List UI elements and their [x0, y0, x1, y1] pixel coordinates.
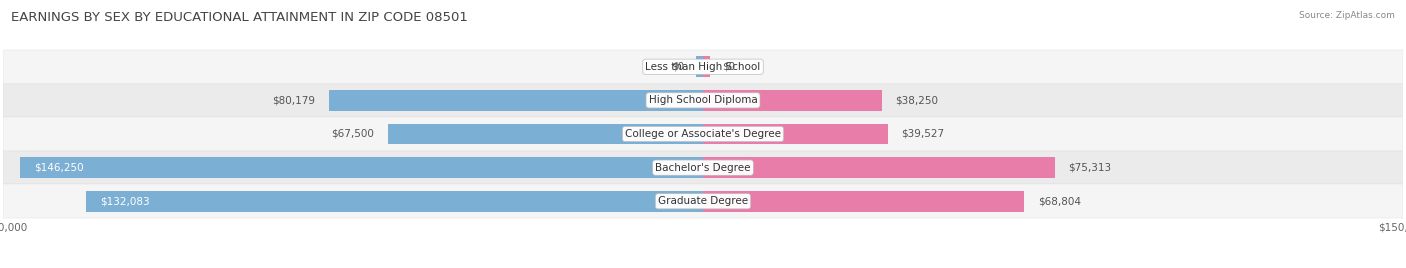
Text: Bachelor's Degree: Bachelor's Degree: [655, 163, 751, 173]
Bar: [388, 124, 703, 144]
Text: $146,250: $146,250: [34, 163, 84, 173]
Text: $132,083: $132,083: [100, 196, 150, 206]
Bar: [86, 191, 703, 212]
Bar: [703, 157, 1054, 178]
Bar: [3, 184, 1403, 218]
Text: $80,179: $80,179: [271, 95, 315, 105]
Bar: [696, 56, 703, 77]
Bar: [3, 84, 1403, 117]
Text: $75,313: $75,313: [1069, 163, 1112, 173]
Text: $39,527: $39,527: [901, 129, 945, 139]
Bar: [3, 117, 1403, 151]
Text: $0: $0: [721, 62, 735, 72]
Text: Source: ZipAtlas.com: Source: ZipAtlas.com: [1299, 11, 1395, 20]
Text: Graduate Degree: Graduate Degree: [658, 196, 748, 206]
Text: Less than High School: Less than High School: [645, 62, 761, 72]
Text: $38,250: $38,250: [896, 95, 939, 105]
Bar: [703, 124, 887, 144]
Bar: [703, 90, 882, 111]
Text: EARNINGS BY SEX BY EDUCATIONAL ATTAINMENT IN ZIP CODE 08501: EARNINGS BY SEX BY EDUCATIONAL ATTAINMEN…: [11, 11, 468, 24]
Bar: [703, 191, 1024, 212]
Bar: [703, 56, 710, 77]
Bar: [3, 50, 1403, 84]
Text: $0: $0: [671, 62, 685, 72]
Bar: [329, 90, 703, 111]
Text: $67,500: $67,500: [330, 129, 374, 139]
Text: College or Associate's Degree: College or Associate's Degree: [626, 129, 780, 139]
Text: $68,804: $68,804: [1038, 196, 1081, 206]
Text: High School Diploma: High School Diploma: [648, 95, 758, 105]
Bar: [20, 157, 703, 178]
Bar: [3, 151, 1403, 184]
